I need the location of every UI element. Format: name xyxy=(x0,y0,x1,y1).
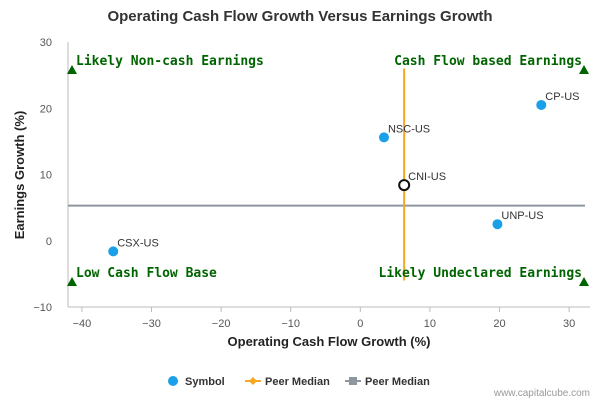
x-axis-ticks: −40 −30 −20 −10 0 10 20 30 xyxy=(73,307,575,330)
point-unp-us xyxy=(492,219,503,230)
legend-symbol-icon xyxy=(168,376,178,386)
legend-square-icon xyxy=(349,377,357,385)
legend-label: Peer Median xyxy=(265,376,330,388)
plot-area: −40 −30 −20 −10 0 10 20 30 −10 0 10 20 30 Likely No… xyxy=(33,37,590,330)
x-tick-label: −30 xyxy=(142,318,161,330)
point-label-unp-us: UNP-US xyxy=(501,210,543,222)
data-points: CP-US NSC-US CNI-US UNP-US CSX-US xyxy=(108,91,580,257)
x-tick-label: 0 xyxy=(357,318,363,330)
y-axis-title: Earnings Growth (%) xyxy=(12,111,27,240)
point-csx-us xyxy=(108,246,119,257)
point-label-csx-us: CSX-US xyxy=(117,237,159,249)
point-cni-us xyxy=(398,179,411,192)
y-tick-label: 0 xyxy=(46,236,52,248)
legend: Symbol Peer Median Peer Median xyxy=(168,376,430,388)
y-tick-label: −10 xyxy=(33,302,52,314)
x-tick-label: −10 xyxy=(281,318,300,330)
point-label-nsc-us: NSC-US xyxy=(388,123,430,135)
triangle-icon xyxy=(579,277,589,286)
quadrant-label-bottom-left: Low Cash Flow Base xyxy=(76,266,217,281)
credit-text: www.capitalcube.com xyxy=(493,388,590,399)
legend-diamond-icon xyxy=(249,377,257,385)
point-nsc-us xyxy=(378,132,389,143)
chart-title: Operating Cash Flow Growth Versus Earnin… xyxy=(107,8,492,25)
quadrant-labels: Likely Non-cash Earnings Cash Flow based… xyxy=(76,54,582,281)
y-tick-label: 20 xyxy=(40,103,52,115)
x-tick-label: −20 xyxy=(212,318,231,330)
x-axis-title: Operating Cash Flow Growth (%) xyxy=(228,334,431,349)
x-tick-label: 10 xyxy=(424,318,436,330)
quadrant-label-top-right: Cash Flow based Earnings xyxy=(394,54,582,69)
corner-triangle-markers xyxy=(67,65,589,286)
triangle-icon xyxy=(67,277,77,286)
legend-label: Symbol xyxy=(185,376,225,388)
x-tick-label: 30 xyxy=(563,318,575,330)
x-tick-label: −40 xyxy=(73,318,92,330)
point-cp-us xyxy=(536,99,547,110)
point-label-cp-us: CP-US xyxy=(545,91,579,103)
point-label-cni-us: CNI-US xyxy=(408,171,446,183)
x-tick-label: 20 xyxy=(493,318,505,330)
quadrant-label-bottom-right: Likely Undeclared Earnings xyxy=(379,266,583,281)
triangle-icon xyxy=(67,65,77,74)
legend-label: Peer Median xyxy=(365,376,430,388)
y-tick-label: 30 xyxy=(40,37,52,49)
y-axis-ticks: −10 0 10 20 30 xyxy=(33,37,52,314)
triangle-icon xyxy=(579,65,589,74)
quadrant-label-top-left: Likely Non-cash Earnings xyxy=(76,54,264,69)
y-tick-label: 10 xyxy=(40,170,52,182)
